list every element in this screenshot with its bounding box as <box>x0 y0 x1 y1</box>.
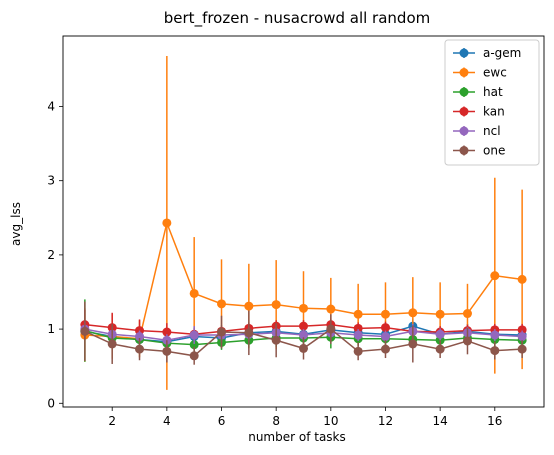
data-point <box>462 336 472 346</box>
x-tick-label: 8 <box>272 414 280 428</box>
legend-marker <box>459 126 469 136</box>
data-point <box>271 300 281 310</box>
legend-label: one <box>483 144 505 158</box>
plot-area <box>80 56 527 390</box>
data-point <box>435 309 445 319</box>
legend-marker <box>459 146 469 155</box>
data-point <box>408 339 418 349</box>
legend-marker <box>459 68 469 77</box>
legend-item-one: one <box>453 144 505 158</box>
legend-item-ewc: ewc <box>453 66 507 80</box>
data-point <box>517 344 527 354</box>
data-point <box>189 351 199 361</box>
y-tick-label: 3 <box>47 174 55 188</box>
legend-item-ncl: ncl <box>453 124 501 138</box>
data-point <box>299 303 308 313</box>
data-point <box>380 323 390 333</box>
data-point <box>517 274 527 284</box>
legend-item-hat: hat <box>453 85 503 99</box>
x-axis: 2 4 6 8 10 12 14 16 <box>108 407 502 428</box>
x-tick-label: 12 <box>378 414 393 428</box>
data-point <box>135 344 145 354</box>
data-point <box>299 343 308 353</box>
data-point <box>107 339 117 349</box>
y-tick-label: 1 <box>47 322 55 336</box>
legend-marker <box>459 107 469 116</box>
data-point <box>162 327 172 337</box>
data-point <box>189 288 199 298</box>
data-point <box>244 328 254 338</box>
x-tick-label: 10 <box>323 414 338 428</box>
data-point <box>299 321 308 331</box>
data-point <box>517 325 527 335</box>
y-tick-label: 2 <box>47 248 55 262</box>
data-point <box>353 346 363 356</box>
legend-label: hat <box>483 85 503 99</box>
data-point <box>189 340 199 350</box>
data-point <box>380 344 390 354</box>
data-point <box>380 332 390 342</box>
y-axis-label: avg_lss <box>9 202 23 246</box>
legend-label: a-gem <box>483 46 521 60</box>
legend-item-kan: kan <box>453 105 505 119</box>
legend-item-a-gem: a-gem <box>453 46 521 60</box>
x-axis-label: number of tasks <box>248 430 346 444</box>
data-point <box>353 330 363 340</box>
data-point <box>217 299 227 309</box>
legend-marker <box>459 87 469 97</box>
data-point <box>517 332 527 342</box>
data-point <box>353 323 363 333</box>
legend-box <box>444 39 540 166</box>
data-point <box>462 309 472 319</box>
data-point <box>326 324 336 334</box>
legend: a-gem ewc hat kan ncl one <box>444 39 540 166</box>
data-point <box>353 309 363 319</box>
data-point <box>189 330 199 340</box>
data-point <box>271 335 281 345</box>
data-point <box>162 346 172 356</box>
y-tick-label: 0 <box>47 396 55 410</box>
legend-label: ewc <box>483 66 507 80</box>
data-point <box>380 309 390 319</box>
data-point <box>490 346 500 356</box>
series-one <box>80 301 527 365</box>
data-point <box>490 271 500 281</box>
x-tick-label: 2 <box>108 414 116 428</box>
data-point <box>408 308 418 318</box>
data-point <box>490 330 500 340</box>
x-tick-label: 16 <box>487 414 502 428</box>
legend-marker <box>459 48 469 58</box>
data-point <box>217 327 227 337</box>
data-point <box>435 329 445 339</box>
x-tick-label: 14 <box>433 414 448 428</box>
data-point <box>326 304 336 314</box>
plot-frame <box>62 35 545 408</box>
data-point <box>244 301 254 311</box>
data-point <box>162 218 172 228</box>
legend-label: kan <box>483 105 505 119</box>
data-point <box>135 332 145 342</box>
y-tick-label: 4 <box>47 99 55 113</box>
data-point <box>435 344 445 354</box>
chart-title: bert_frozen - nusacrowd all random <box>164 9 430 28</box>
x-tick-label: 6 <box>218 414 226 428</box>
legend-label: ncl <box>483 124 501 138</box>
data-point <box>299 330 308 340</box>
data-point <box>80 326 90 336</box>
y-axis: 0 1 2 3 4 <box>47 99 63 410</box>
x-tick-label: 4 <box>163 414 171 428</box>
